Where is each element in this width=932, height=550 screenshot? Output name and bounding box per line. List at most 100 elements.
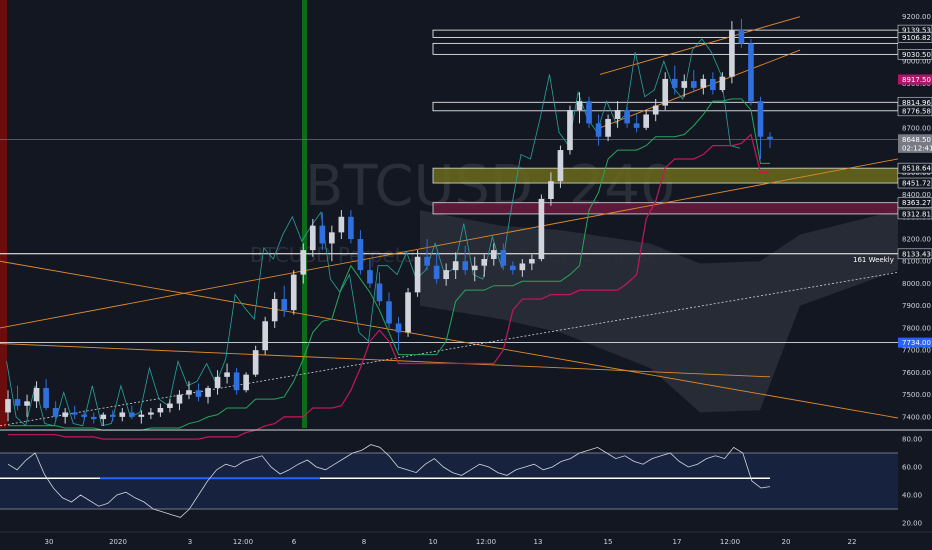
candle-body [195,390,202,397]
price-label: 8648.50 [902,136,931,144]
price-label-box [897,32,932,43]
left-marker-bar [0,0,7,428]
candle-body [490,250,497,260]
candle-body [5,399,11,413]
y-tick-label: 8000.00 [902,280,931,288]
candle-body [700,78,707,88]
price-label: 8133.43 [902,250,931,258]
candle-body [567,110,573,151]
trendline-1 [0,343,771,378]
candle-body [348,216,354,240]
candle-body [719,76,726,91]
candle-body [548,181,554,199]
candle-body [443,270,449,280]
candle-body [157,407,164,413]
price-label-box [897,49,932,60]
price-label: 9106.82 [902,34,931,42]
price-label-box [897,208,932,220]
y-tick-label: 8400.00 [902,191,931,199]
y-tick-label: 8700.00 [902,124,931,132]
x-tick-label: 22 [848,538,857,546]
candle-body [767,136,773,140]
x-tick-label: 15 [604,538,613,546]
rsi-tick-label: 20.00 [902,520,922,528]
zone-0 [432,29,899,38]
candle-body [595,123,602,137]
candle-body [671,78,678,88]
price-label-box [897,248,932,260]
y-tick-label: 8200.00 [902,236,931,244]
candle-body [710,78,716,91]
candle-body [24,401,30,406]
candle-body [186,390,192,395]
price-label: 8312.81 [902,210,931,218]
x-tick-label: 3 [188,538,192,546]
price-label: 02:12:41 [902,144,932,152]
candle-body [100,414,107,420]
candle-body [624,110,630,124]
price-label-box [898,337,932,348]
candle-body [738,30,745,44]
price-label-box [898,142,932,153]
candle-body [338,216,345,233]
candle-body [414,256,421,293]
candle-body [614,110,621,119]
candle-body [14,399,21,406]
rsi-tick-label: 60.00 [902,464,922,472]
candle-body [386,301,392,324]
x-tick-label: 13 [534,538,543,546]
candle-body [605,118,611,137]
y-tick-label: 7700.00 [902,347,931,355]
candle-body [319,225,326,244]
candle-body [433,265,440,280]
candle-body [233,372,240,391]
price-label: 7734.00 [902,339,931,347]
x-tick-label: 12:00 [476,538,496,546]
candle-body [357,239,364,271]
price-label-box [897,105,932,117]
candle-body [652,105,659,115]
price-label-box [898,134,932,145]
y-tick-label: 7500.00 [902,391,931,399]
x-tick-label: 17 [673,538,682,546]
candle-body [510,265,516,271]
candle-body [529,259,535,264]
trendline-3 [599,16,801,75]
zone-3 [432,167,899,184]
lagging-span-line [6,38,741,427]
candle-body [271,299,278,322]
candle-body [462,261,469,271]
y-tick-label: 9200.00 [902,13,931,21]
candle-body [662,78,669,106]
candle-body [243,374,249,391]
kijun-line [8,133,770,440]
candle-body [52,407,59,417]
y-tick-label: 9000.00 [902,58,931,66]
trendline-2 [0,158,899,329]
y-tick-label: 7400.00 [902,413,931,421]
candle-body [557,150,564,182]
zone-1 [432,42,899,55]
candle-body [262,321,268,351]
candle-body [138,414,145,417]
price-label-box [897,177,932,189]
candle-body [405,292,411,333]
price-label: 8776.58 [902,107,931,115]
candle-body [376,283,383,302]
price-label-box [897,197,932,209]
candle-body [748,43,754,102]
candle-body [519,263,526,271]
candle-body [576,101,583,111]
candle-body [452,261,459,271]
candle-body [33,387,40,402]
trendline-0 [0,260,899,419]
x-tick-label: 30 [45,538,54,546]
price-label: 8814.96 [902,99,931,107]
candle-body [90,416,97,420]
candle-body [300,250,307,275]
price-label: 9030.50 [902,51,931,59]
ichimoku-cloud [420,210,898,413]
trendline-4 [599,49,801,129]
